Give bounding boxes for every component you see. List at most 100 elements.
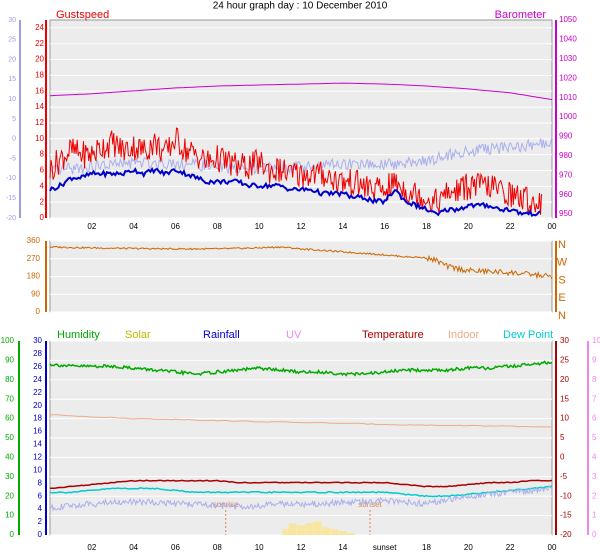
gustspeed-axis-label: Gustspeed bbox=[56, 9, 109, 21]
temperature-tick-label: 25 bbox=[560, 356, 569, 365]
gust-tick-label: 6 bbox=[40, 166, 45, 175]
temp-tick-label: 25 bbox=[8, 37, 16, 44]
temp-tick-label: -10 bbox=[6, 175, 16, 182]
gust-tick-label: 14 bbox=[35, 102, 44, 111]
weather-x-tick-label: 08 bbox=[213, 543, 222, 552]
gust-tick-label: 22 bbox=[35, 39, 44, 48]
wind-x-tick-label: 10 bbox=[255, 222, 264, 231]
direction-tick-label: 360 bbox=[27, 236, 41, 245]
humidity-line bbox=[49, 360, 553, 377]
temperature-tick-label: -15 bbox=[560, 511, 572, 520]
uv-tick-label: 7 bbox=[592, 394, 597, 403]
uv-tick-label: 9 bbox=[592, 356, 597, 365]
rainfall-tick-label: 24 bbox=[33, 375, 42, 384]
rainfall-tick-label: 10 bbox=[33, 465, 42, 474]
weather-x-tick-label: 20 bbox=[464, 543, 473, 552]
humidity-tick-label: 0 bbox=[10, 530, 15, 539]
temperature-tick-label: 0 bbox=[560, 453, 565, 462]
humidity-tick-label: 90 bbox=[5, 356, 14, 365]
gust-tick-label: 24 bbox=[35, 23, 44, 32]
compass-tick-label: E bbox=[558, 292, 565, 304]
direction-tick-label: 0 bbox=[36, 307, 41, 316]
solar-bar bbox=[288, 523, 297, 535]
temp-tick-label: 30 bbox=[8, 17, 16, 24]
solar-bar bbox=[282, 529, 291, 535]
rainfall-tick-label: 14 bbox=[33, 440, 42, 449]
barometer-tick-label: 1040 bbox=[559, 35, 577, 44]
rainfall-tick-label: 30 bbox=[33, 336, 42, 345]
wind-x-tick-label: 20 bbox=[464, 222, 473, 231]
uv-tick-label: 1 bbox=[592, 511, 597, 520]
uv-tick-label: 4 bbox=[592, 453, 597, 462]
barometer-tick-label: 1000 bbox=[559, 112, 577, 121]
humidity-tick-label: 20 bbox=[5, 491, 14, 500]
wind-plot-area bbox=[49, 19, 553, 219]
page-title: 24 hour graph day : 10 December 2010 bbox=[213, 1, 388, 12]
temp-tick-label: 0 bbox=[12, 136, 16, 143]
humidity-tick-label: 40 bbox=[5, 453, 14, 462]
gust-tick-label: 8 bbox=[40, 150, 45, 159]
rainfall-tick-label: 26 bbox=[33, 362, 42, 371]
legend-solar: Solar bbox=[125, 329, 151, 341]
barometer-tick-label: 1050 bbox=[559, 15, 577, 24]
gust-tick-label: 2 bbox=[40, 197, 45, 206]
temp-tick-label: 10 bbox=[8, 96, 16, 103]
temperature-tick-label: -20 bbox=[560, 530, 572, 539]
legend-uv: UV bbox=[286, 329, 302, 341]
temperature-tick-label: -5 bbox=[560, 472, 568, 481]
rainfall-tick-label: 18 bbox=[33, 414, 42, 423]
temp-tick-label: 15 bbox=[8, 76, 16, 83]
rainfall-tick-label: 2 bbox=[38, 517, 43, 526]
weather-x-tick-label: 18 bbox=[422, 543, 431, 552]
uv-tick-label: 0 bbox=[592, 530, 597, 539]
humidity-tick-label: 60 bbox=[5, 414, 14, 423]
weather-x-tick-label: 14 bbox=[338, 543, 347, 552]
wind-x-tick-label: 00 bbox=[548, 222, 557, 231]
barometer-tick-label: 950 bbox=[559, 209, 573, 218]
gust-tick-label: 0 bbox=[40, 213, 45, 222]
compass-tick-label: N bbox=[558, 239, 566, 251]
solar-bar bbox=[305, 523, 314, 535]
gust-tick-label: 4 bbox=[40, 181, 45, 190]
weather-x-tick-label: 04 bbox=[129, 543, 138, 552]
wind-x-tick-label: 22 bbox=[506, 222, 515, 231]
weather-x-tick-label: 12 bbox=[297, 543, 306, 552]
sunset-label: sunset bbox=[358, 500, 382, 509]
solar-bar bbox=[297, 525, 305, 535]
dewpoint-line bbox=[49, 485, 553, 498]
gust-tick-label: 16 bbox=[35, 86, 44, 95]
humidity-tick-label: 70 bbox=[5, 394, 14, 403]
solar-bar bbox=[338, 531, 347, 535]
uv-tick-label: 8 bbox=[592, 375, 597, 384]
gust-line bbox=[49, 127, 542, 215]
temp-tick-label: -20 bbox=[6, 215, 16, 222]
wind-x-tick-label: 06 bbox=[171, 222, 180, 231]
wind-x-tick-label: 14 bbox=[338, 222, 347, 231]
barometer-line bbox=[49, 82, 553, 101]
solar-bar bbox=[313, 521, 322, 535]
direction-tick-label: 90 bbox=[31, 289, 40, 298]
barometer-tick-label: 1010 bbox=[559, 93, 577, 102]
humidity-tick-label: 30 bbox=[5, 472, 14, 481]
uv-tick-label: 2 bbox=[592, 491, 597, 500]
rainfall-tick-label: 0 bbox=[38, 530, 43, 539]
compass-tick-label: W bbox=[557, 257, 568, 269]
legend-temperature: Temperature bbox=[362, 329, 424, 341]
wind-x-tick-label: 18 bbox=[422, 222, 431, 231]
legend-rainfall: Rainfall bbox=[203, 329, 240, 341]
rainfall-tick-label: 4 bbox=[38, 504, 43, 513]
weather-x-tick-label: 22 bbox=[506, 543, 515, 552]
barometer-tick-label: 990 bbox=[559, 132, 573, 141]
uv-tick-label: 6 bbox=[592, 414, 597, 423]
rainfall-tick-label: 8 bbox=[38, 478, 43, 487]
humidity-tick-label: 50 bbox=[5, 433, 14, 442]
temp-tick-label: 20 bbox=[8, 56, 16, 63]
weather-x-tick-label: sunset bbox=[373, 543, 397, 552]
rainfall-tick-label: 6 bbox=[38, 491, 43, 500]
temperature-line bbox=[49, 479, 553, 490]
direction-tick-label: 270 bbox=[27, 254, 41, 263]
temperature-tick-label: -10 bbox=[560, 491, 572, 500]
weather-x-tick-label: 02 bbox=[87, 543, 96, 552]
